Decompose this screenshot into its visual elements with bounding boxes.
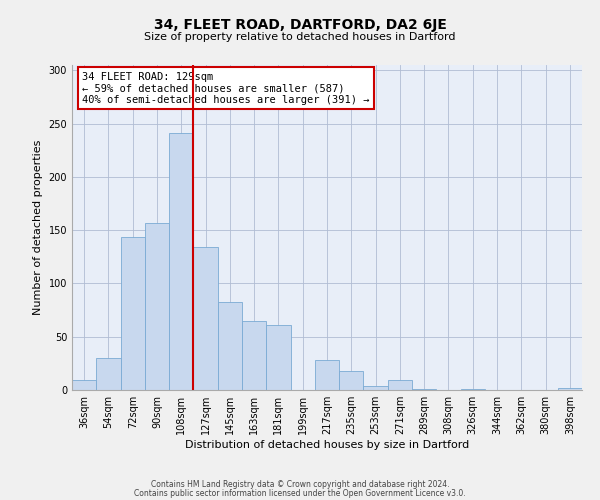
- Bar: [339, 371, 364, 390]
- Bar: [121, 236, 145, 390]
- Bar: [169, 133, 193, 390]
- Bar: [218, 302, 242, 390]
- Text: Contains HM Land Registry data © Crown copyright and database right 2024.: Contains HM Land Registry data © Crown c…: [151, 480, 449, 489]
- Text: Contains public sector information licensed under the Open Government Licence v3: Contains public sector information licen…: [134, 488, 466, 498]
- Bar: [145, 222, 169, 390]
- X-axis label: Distribution of detached houses by size in Dartford: Distribution of detached houses by size …: [185, 440, 469, 450]
- Text: 34 FLEET ROAD: 129sqm
← 59% of detached houses are smaller (587)
40% of semi-det: 34 FLEET ROAD: 129sqm ← 59% of detached …: [82, 72, 370, 104]
- Text: Size of property relative to detached houses in Dartford: Size of property relative to detached ho…: [144, 32, 456, 42]
- Bar: [242, 320, 266, 390]
- Y-axis label: Number of detached properties: Number of detached properties: [33, 140, 43, 315]
- Bar: [364, 386, 388, 390]
- Bar: [461, 389, 485, 390]
- Bar: [266, 325, 290, 390]
- Bar: [193, 247, 218, 390]
- Bar: [558, 388, 582, 390]
- Bar: [412, 389, 436, 390]
- Bar: [315, 360, 339, 390]
- Bar: [72, 380, 96, 390]
- Bar: [96, 358, 121, 390]
- Text: 34, FLEET ROAD, DARTFORD, DA2 6JE: 34, FLEET ROAD, DARTFORD, DA2 6JE: [154, 18, 446, 32]
- Bar: [388, 380, 412, 390]
